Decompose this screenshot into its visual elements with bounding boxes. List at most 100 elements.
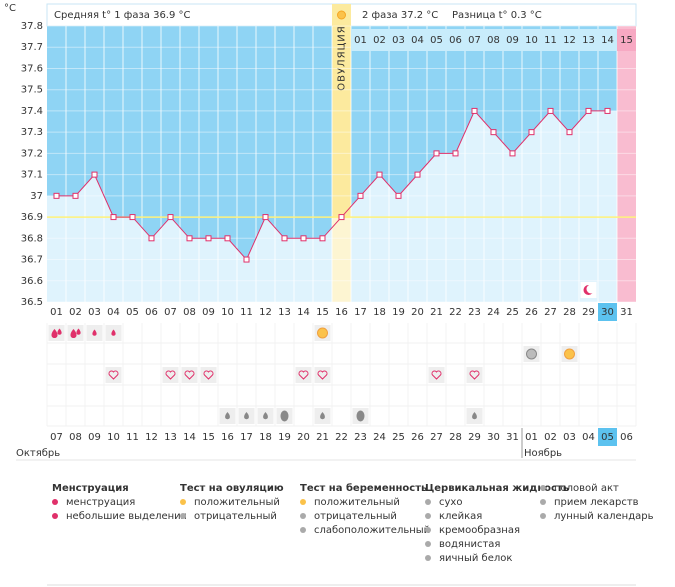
temperature-point [357,192,364,199]
cycle-day: 31 [620,307,633,318]
y-tick-label: 36.8 [21,233,43,244]
cycle-day: 18 [373,307,386,318]
phase2-day: 04 [411,35,424,46]
heart-icon [469,370,480,380]
ovulation-icon [337,10,346,20]
phase2-day-cell [579,29,598,51]
cycle-day: 16 [335,307,348,318]
phase2-day-cell [408,29,427,51]
drop-icon [57,328,62,335]
phase2-day-cell [484,29,503,51]
phase2-day: 08 [487,35,500,46]
legend-item: небольшие выделения [66,511,187,522]
date: 02 [544,432,557,443]
y-tick-label: 36.6 [21,276,43,287]
y-tick-label: 37.3 [21,127,43,138]
phase2-day: 05 [430,35,443,46]
cycle-day: 14 [297,307,310,318]
date: 28 [449,432,462,443]
icon-cell [162,367,179,383]
moon-cut [586,284,596,294]
cycle-day: 04 [107,307,120,318]
temperature-point [414,171,421,178]
cycle-day: 28 [563,307,576,318]
phase1-avg: Средняя t° 1 фаза 36.9 °C [54,10,191,21]
phase2-day: 06 [449,35,462,46]
y-tick-label: 37.2 [21,148,43,159]
date: 11 [126,432,139,443]
temperature-point [376,171,383,178]
legend-item: половой акт [554,483,619,494]
date: 26 [411,432,424,443]
legend-item: отрицательный [194,511,277,522]
phase2-day: 15 [620,35,633,46]
phase2-day-cell [370,29,389,51]
icon-cell [314,367,331,383]
date: 19 [278,432,291,443]
legend-item: положительный [314,497,400,508]
drop-icon [51,329,58,338]
heart-icon [298,370,309,380]
date: 23 [354,432,367,443]
date: 27 [430,432,443,443]
cycle-day: 08 [183,307,196,318]
temperature-point [262,214,269,221]
legend-item: яичный белок [439,553,512,564]
legend-icon [180,513,186,519]
cycle-day: 12 [259,307,272,318]
cycle-day: 11 [240,307,253,318]
temperature-point [72,192,79,199]
date: 07 [50,432,63,443]
phase2-day: 10 [525,35,538,46]
cycle-day: 03 [88,307,101,318]
legend-title: Цервикальная жидкость [425,483,569,494]
temperature-point [148,235,155,242]
date: 30 [487,432,500,443]
date: 09 [88,432,101,443]
temperature-point [129,214,136,221]
legend-item: прием лекарств [554,497,639,508]
cycle-day: 07 [164,307,177,318]
icon-cell [181,367,198,383]
temperature-point [205,235,212,242]
phase2-day-cell [427,29,446,51]
icon-cell [428,367,445,383]
legend-icon [425,555,431,561]
phase2-day: 09 [506,35,519,46]
temperature-point [300,235,307,242]
legend-item: кремообразная [439,525,520,536]
cycle-day: 05 [126,307,139,318]
date: 14 [183,432,196,443]
date: 03 [563,432,576,443]
drop-icon [76,328,81,335]
legend-item: менструация [66,497,135,508]
y-tick-label: 37.4 [21,106,43,117]
temperature-point [547,107,554,114]
phase2-day-cell [465,29,484,51]
drop-icon [244,412,249,420]
temperature-point [452,150,459,157]
legend-item: отрицательный [314,511,397,522]
date: 25 [392,432,405,443]
temperature-point [566,129,573,136]
phase2-day: 02 [373,35,386,46]
heart-icon [317,370,328,380]
legend-title: Менструация [52,483,129,494]
temperature-point [338,214,345,221]
test-positive [564,348,575,360]
cycle-day: 25 [506,307,519,318]
heart-icon [108,370,119,380]
y-tick-label: 37.8 [21,21,43,32]
temperature-point [186,235,193,242]
drop-icon [92,329,97,336]
month-label: Октябрь [16,448,60,459]
legend-item: клейкая [439,511,482,522]
phase2-day-cell [446,29,465,51]
date: 12 [145,432,158,443]
phase2-day-cell [598,29,617,51]
ovulation-low [332,217,351,302]
phase2-day-cell [351,29,370,51]
phase2-day-cell [617,29,636,51]
phase2-day: 07 [468,35,481,46]
legend-icon [540,513,546,519]
